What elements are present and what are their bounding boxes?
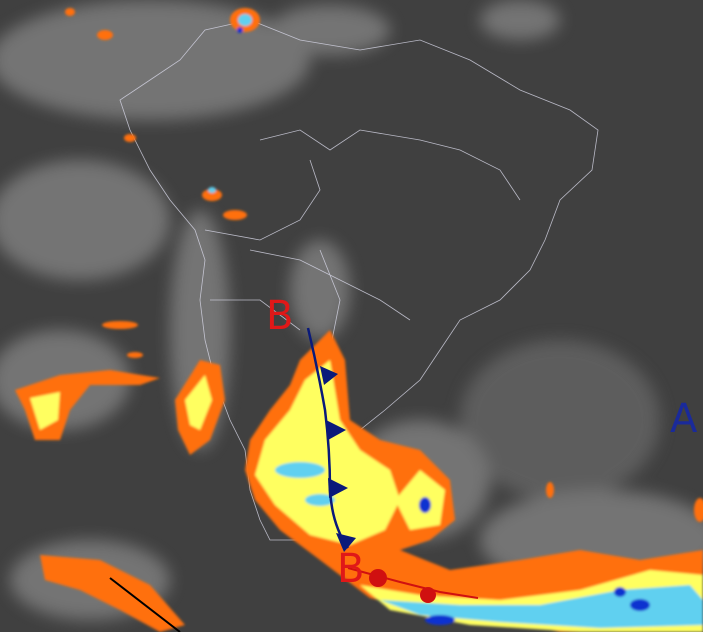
high-pressure-label: A bbox=[670, 396, 698, 442]
cold-front-triangle bbox=[336, 533, 356, 552]
cold-front-triangle bbox=[328, 478, 348, 498]
border-line bbox=[109, 577, 181, 632]
cold-front bbox=[306, 327, 356, 552]
warm-front-semicircle bbox=[369, 569, 387, 587]
cold-front-triangle bbox=[320, 366, 338, 385]
warm-front bbox=[347, 567, 479, 603]
cold-front-triangle bbox=[326, 420, 346, 440]
low-pressure-label: B bbox=[337, 546, 365, 592]
cloud-top-enhancement bbox=[15, 8, 703, 632]
low-pressure-label: B bbox=[266, 293, 294, 339]
warm-front-semicircle bbox=[420, 587, 436, 603]
